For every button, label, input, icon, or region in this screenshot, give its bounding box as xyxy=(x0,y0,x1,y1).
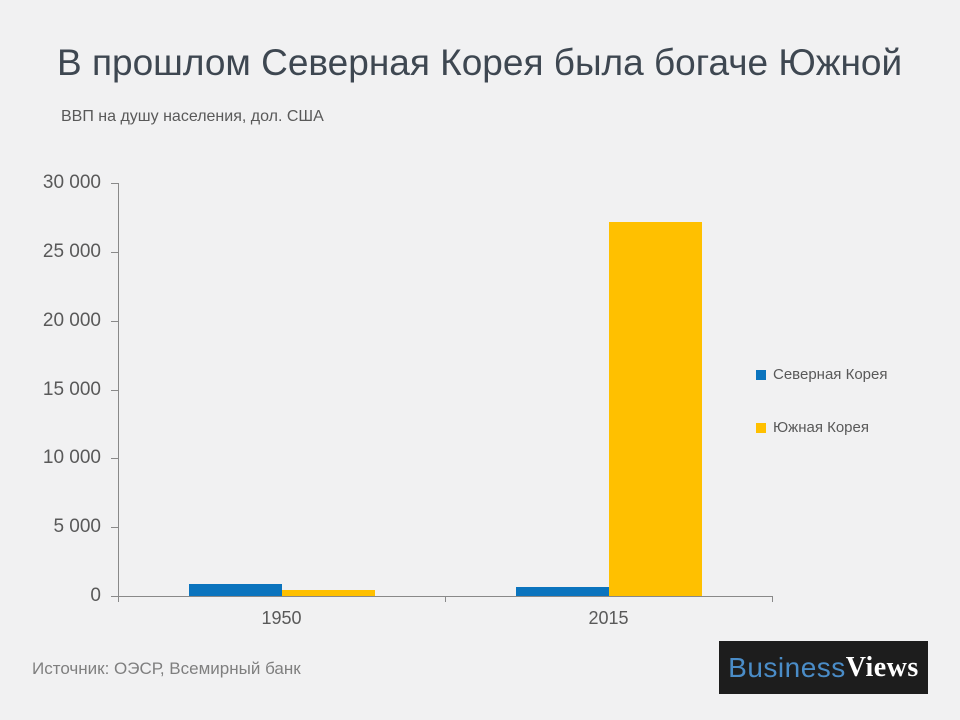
y-axis-tick-mark xyxy=(111,320,118,322)
y-axis-tick-label: 25 000 xyxy=(42,240,101,262)
legend-swatch-south-korea xyxy=(756,422,766,433)
legend-item-north-korea: Северная Корея xyxy=(756,366,887,383)
x-axis-category-label: 1950 xyxy=(261,608,302,628)
plot-area: 0 5 000 10 000 15 000 20 000 25 000 30 000 1950… xyxy=(43,172,773,628)
x-axis-tick-mark xyxy=(445,596,446,602)
y-axis-tick-mark xyxy=(111,458,118,460)
y-axis-tick-label: 10 000 xyxy=(42,447,101,469)
legend-label: Южная Корея xyxy=(773,419,869,436)
chart-subtitle: ВВП на душу населения, дол. США xyxy=(61,108,324,125)
legend: Северная Корея Южная Корея xyxy=(756,366,887,472)
legend-item-south-korea: Южная Корея xyxy=(756,419,887,436)
y-axis-tick-mark xyxy=(111,596,118,597)
y-axis-tick-mark xyxy=(111,389,118,391)
source-note: Источник: ОЭСР, Всемирный банк xyxy=(32,659,301,678)
y-axis-tick-mark xyxy=(111,183,118,184)
y-axis-tick-label: 0 xyxy=(90,585,101,606)
y-axis-tick-label: 5 000 xyxy=(53,516,101,538)
legend-swatch-north-korea xyxy=(756,369,766,380)
x-axis-category-label: 2015 xyxy=(588,608,629,628)
bar-north-korea-2015 xyxy=(515,587,609,596)
y-axis-tick-mark xyxy=(111,527,118,529)
businessviews-logo: Business Views xyxy=(719,641,928,694)
y-axis-tick-mark xyxy=(111,251,118,253)
bar-north-korea-1950 xyxy=(188,584,282,596)
chart-title: В прошлом Северная Корея была богаче Южн… xyxy=(57,42,903,83)
y-axis-tick-label: 20 000 xyxy=(42,309,101,331)
y-axis-line xyxy=(118,183,119,602)
legend-label: Северная Корея xyxy=(773,366,888,383)
logo-text-business: Business xyxy=(728,651,846,683)
x-axis-tick-mark xyxy=(772,596,773,602)
bar-south-korea-1950 xyxy=(281,590,375,596)
x-axis-tick-mark xyxy=(118,596,119,602)
logo-text-views: Views xyxy=(845,651,919,683)
y-axis-tick-label: 30 000 xyxy=(42,172,101,193)
bar-south-korea-2015 xyxy=(608,221,702,596)
y-axis-tick-label: 15 000 xyxy=(42,378,101,400)
